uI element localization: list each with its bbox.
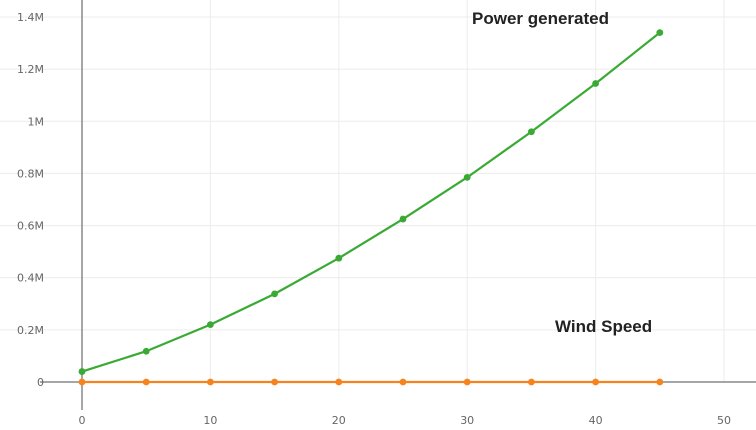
data-point-power-generated: [335, 254, 343, 262]
data-point-wind-speed: [78, 378, 86, 386]
x-tick-label: 0: [79, 414, 86, 427]
tick-labels: 0 0.2M 0.4M 0.6M 0.8M 1M 1.2M 1.4M 0 10 20 30 40 50: [17, 11, 731, 427]
grid-lines: [0, 0, 756, 382]
data-point-wind-speed: [592, 378, 599, 386]
y-tick-label: 0.2M: [17, 324, 44, 337]
x-tick-label: 10: [203, 414, 217, 427]
data-point-power-generated: [592, 80, 599, 87]
series-line-power-generated: [80, 31, 661, 373]
data-point-wind-speed: [271, 378, 278, 386]
data-point-power-generated: [463, 173, 471, 181]
data-point-power-generated: [528, 128, 535, 136]
x-tick-label: 50: [717, 414, 731, 427]
data-point-wind-speed: [399, 378, 407, 386]
series-group: [78, 29, 664, 386]
x-tick-label: 30: [460, 414, 474, 427]
data-point-wind-speed: [207, 378, 214, 386]
data-point-power-generated: [656, 29, 664, 37]
data-point-wind-speed: [656, 378, 664, 386]
x-tick-label: 40: [589, 414, 603, 427]
data-point-power-generated: [399, 215, 407, 223]
data-point-wind-speed: [335, 378, 343, 386]
data-point-power-generated: [78, 368, 86, 375]
y-tick-label: 1.2M: [17, 63, 44, 76]
x-tick-label: 20: [332, 414, 346, 427]
y-tick-label: 0: [37, 376, 44, 389]
y-tick-label: 0.6M: [17, 220, 44, 233]
series-label-wind-speed: Wind Speed: [555, 317, 652, 336]
series-label-power-generated: Power generated: [472, 9, 609, 28]
data-point-wind-speed: [528, 378, 535, 386]
data-point-power-generated: [207, 321, 214, 329]
y-tick-label: 0.8M: [17, 167, 44, 180]
y-tick-label: 1M: [28, 115, 45, 128]
data-point-power-generated: [271, 290, 278, 298]
y-tick-label: 1.4M: [17, 11, 44, 24]
y-tick-label: 0.4M: [17, 272, 44, 285]
data-point-wind-speed: [463, 378, 471, 386]
data-point-wind-speed: [142, 378, 150, 386]
data-point-power-generated: [142, 347, 150, 355]
